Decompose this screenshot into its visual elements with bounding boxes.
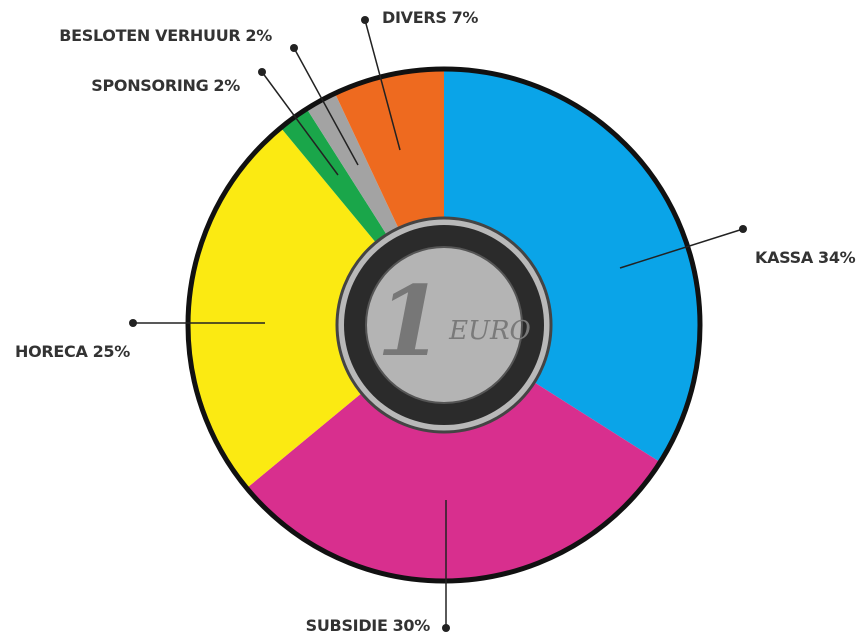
coin-numeral: 1	[377, 265, 444, 378]
labels: KASSA 34% SUBSIDIE 30% HORECA 25% SPONSORING 2%…	[15, 8, 856, 635]
slice-label: DIVERS 7%	[382, 8, 478, 27]
wedge	[188, 127, 444, 489]
leader-line	[364, 19, 401, 151]
leader-line	[261, 71, 339, 176]
value-label: 30%	[393, 616, 431, 635]
leader-dot	[739, 225, 747, 233]
leader-dot	[290, 44, 298, 52]
category-name: HORECA	[15, 342, 88, 361]
coin-center	[365, 246, 523, 404]
pie-outline	[185, 66, 703, 584]
coin: 1 EURO	[335, 216, 553, 434]
category-name: KASSA	[755, 248, 814, 267]
wedge	[246, 325, 661, 581]
leader-line	[619, 228, 744, 269]
slice-label: BESLOTEN VERHUUR 2%	[59, 26, 272, 45]
value-label: 34%	[818, 248, 856, 267]
leader-dot	[258, 68, 266, 76]
category-name: BESLOTEN VERHUUR	[59, 26, 240, 45]
value-label: 7%	[452, 8, 479, 27]
slice-label: HORECA 25%	[15, 342, 130, 361]
leader-line	[293, 47, 359, 166]
leader-dot	[361, 16, 369, 24]
coin-unit: EURO	[448, 316, 531, 346]
category-name: SUBSIDIE	[306, 616, 388, 635]
slice-label: SUBSIDIE 30%	[306, 616, 431, 635]
leader-dot	[442, 624, 450, 632]
value-label: 2%	[213, 76, 240, 95]
leader-dot	[129, 319, 137, 327]
value-label: 25%	[93, 342, 131, 361]
value-label: 2%	[245, 26, 272, 45]
category-name: DIVERS	[382, 8, 447, 27]
slice-label: KASSA 34%	[755, 248, 856, 267]
category-name: SPONSORING	[91, 76, 208, 95]
slice-label: SPONSORING 2%	[91, 76, 240, 95]
